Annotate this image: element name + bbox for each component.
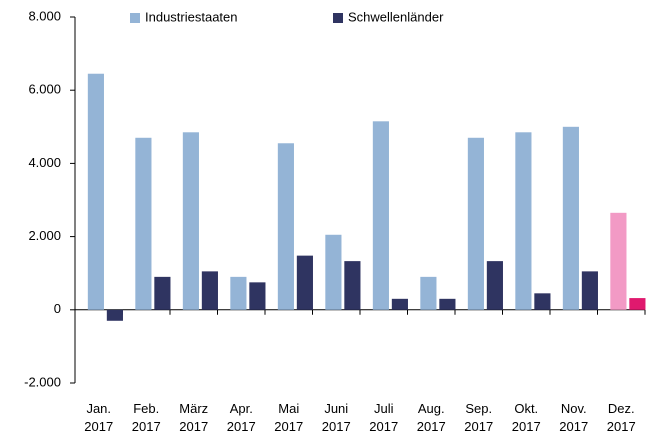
bar <box>372 121 389 310</box>
legend-swatch <box>130 13 140 23</box>
legend-swatch <box>333 13 343 23</box>
x-tick-label: Juli 2017 <box>369 401 398 434</box>
bar <box>391 298 408 310</box>
bar <box>629 298 646 310</box>
y-tick-label: 6.000 <box>28 82 61 97</box>
y-tick-label: 8.000 <box>28 8 61 23</box>
y-tick-label: 0 <box>54 301 61 316</box>
bar <box>420 276 437 310</box>
x-tick-label: Apr. 2017 <box>227 401 256 434</box>
bar <box>515 132 532 310</box>
x-tick-label: Juni 2017 <box>322 401 351 434</box>
bar <box>467 137 484 310</box>
bar <box>182 132 199 310</box>
bar <box>296 255 313 310</box>
x-tick-label: Jan. 2017 <box>84 401 113 434</box>
legend-label: Industriestaaten <box>145 9 238 24</box>
bar <box>106 309 123 321</box>
bar <box>534 293 551 310</box>
y-tick-label: -2.000 <box>24 374 61 389</box>
bar <box>230 276 247 310</box>
x-tick-label: Sep. 2017 <box>464 401 493 434</box>
bar <box>201 271 218 310</box>
y-tick-label: 4.000 <box>28 155 61 170</box>
y-tick-label: 2.000 <box>28 228 61 243</box>
bar <box>249 282 266 310</box>
bar <box>562 126 579 310</box>
bar <box>154 276 171 310</box>
x-tick-label: Mai 2017 <box>274 401 303 434</box>
bar <box>486 261 503 310</box>
x-tick-label: Feb. 2017 <box>132 401 161 434</box>
x-tick-label: Nov. 2017 <box>559 401 588 434</box>
bar <box>344 261 361 310</box>
bar <box>439 298 456 310</box>
x-tick-label: Dez. 2017 <box>607 401 636 434</box>
x-tick-label: Aug. 2017 <box>417 401 446 434</box>
legend-label: Schwellenländer <box>348 9 444 24</box>
x-tick-label: März 2017 <box>179 401 208 434</box>
bar <box>610 212 627 310</box>
bar <box>87 73 104 310</box>
bar <box>277 143 294 310</box>
x-tick-label: Okt. 2017 <box>512 401 541 434</box>
bar <box>325 234 342 310</box>
bar <box>581 271 598 310</box>
bar <box>135 137 152 310</box>
